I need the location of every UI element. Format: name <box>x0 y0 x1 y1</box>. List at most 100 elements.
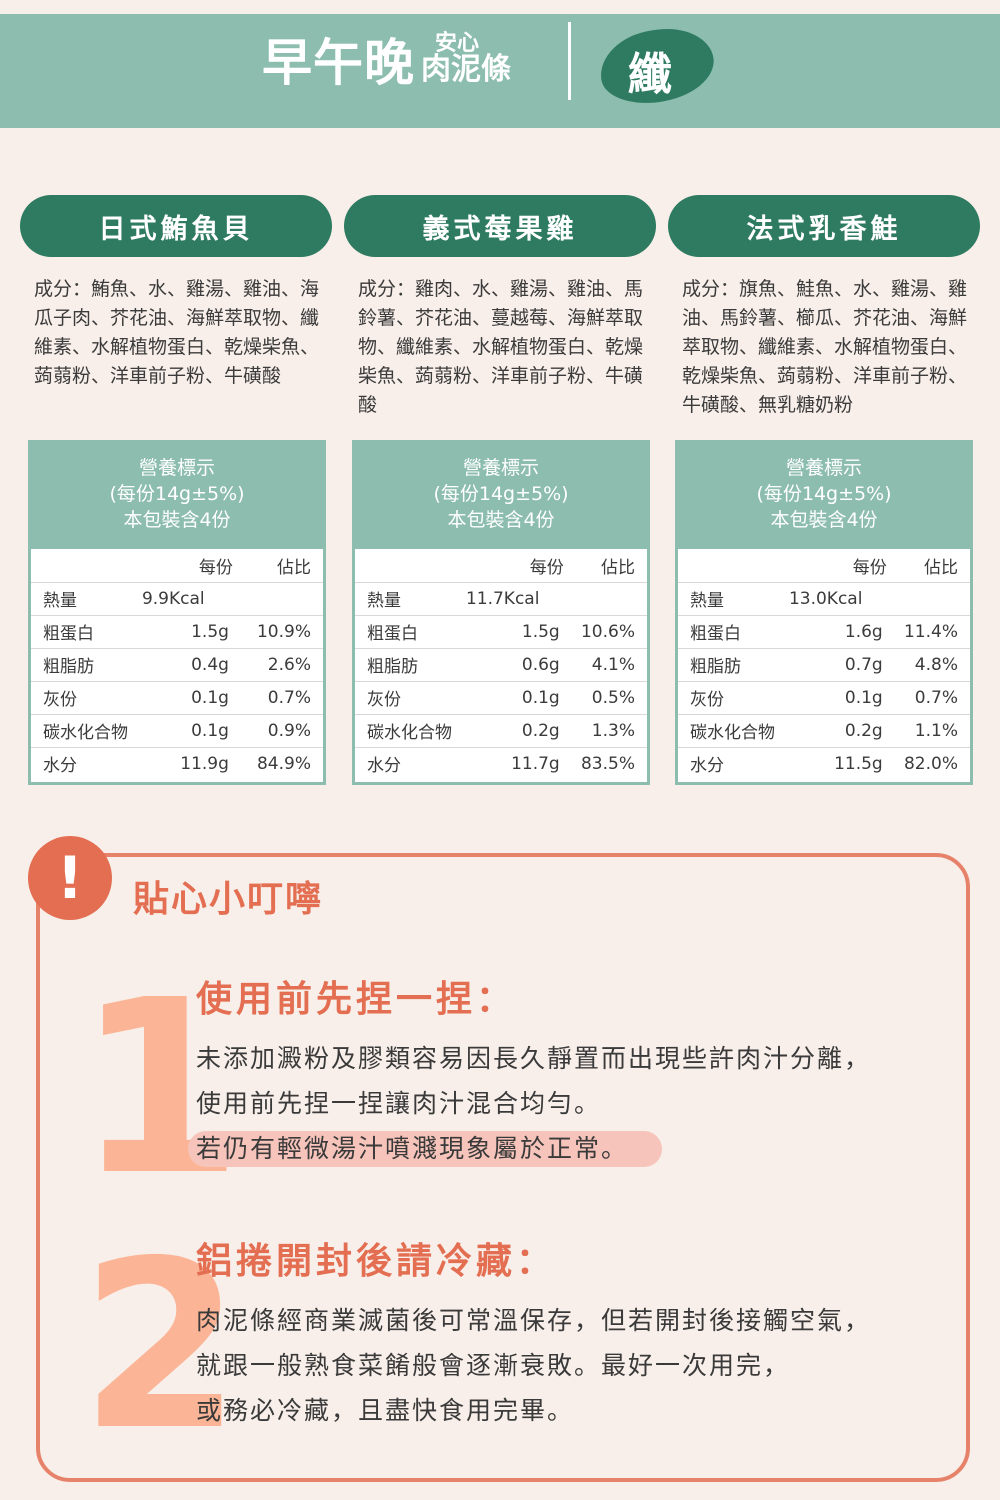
column-per-serving: 每份 <box>529 557 564 578</box>
flavor-column-1: 日式鮪魚貝 成分：鮪魚、水、雞湯、雞油、海瓜子肉、芥花油、海鮮萃取物、纖維素、水… <box>20 195 332 425</box>
nutrient-value: 1.5g <box>465 614 564 648</box>
tip-line: 肉泥條經商業滅菌後可常溫保存，但若開封後接觸空氣， <box>196 1306 872 1335</box>
column-per-serving: 每份 <box>198 557 233 578</box>
nutrition-table: 每份 佔比 熱量 13.0Kcal 粗蛋白 1.6g 11.4% 粗脂肪 0.7g 4.8% 灰份 0… <box>678 549 970 780</box>
nutrition-count: 本包裝含4份 <box>123 509 231 531</box>
column-per-serving: 每份 <box>852 557 887 578</box>
nutrient-value: 1.5g <box>141 614 233 648</box>
nutrient-label: 粗脂肪 <box>355 647 466 681</box>
nutrient-label: 熱量 <box>31 581 142 615</box>
nutrient-label: 水分 <box>355 746 466 780</box>
nutrient-value: 11.7Kcal <box>465 581 564 615</box>
tip-body-1: 未添加澱粉及膠類容易因長久靜置而出現些許肉汁分離， 使用前先捏一捏讓肉汁混合均勻… <box>188 1036 872 1171</box>
nutrient-label: 碳水化合物 <box>678 713 789 747</box>
nutrition-serving: (每份14g±5%) <box>109 483 245 505</box>
nutrition-title: 營養標示 <box>138 457 215 479</box>
nutrition-panel-1: 營養標示 (每份14g±5%) 本包裝含4份每份 佔比熱量 9.9Kcal 粗蛋白 1.5g… <box>28 440 326 785</box>
nutrient-percent: 83.5% <box>563 746 647 780</box>
nutrient-label: 粗蛋白 <box>31 614 142 648</box>
nutrition-header: 營養標示 (每份14g±5%) 本包裝含4份 <box>678 443 970 549</box>
brand-divider <box>568 22 571 100</box>
brand-sub-bottom: 肉泥條 <box>421 52 511 87</box>
nutrient-percent: 4.1% <box>563 647 647 681</box>
nutrition-header: 營養標示 (每份14g±5%) 本包裝含4份 <box>355 443 647 549</box>
nutrition-title: 營養標示 <box>462 457 539 479</box>
column-percent: 佔比 <box>277 557 311 578</box>
nutrient-percent: 0.7% <box>886 680 970 714</box>
nutrition-count: 本包裝含4份 <box>770 509 878 531</box>
table-row: 粗蛋白 1.6g 11.4% <box>678 614 970 648</box>
flavor-column-3: 法式乳香鮭 成分：旗魚、鮭魚、水、雞湯、雞油、馬鈴薯、櫛瓜、芥花油、海鮮萃取物、… <box>668 195 980 425</box>
nutrient-percent: 10.6% <box>563 614 647 648</box>
tips-box <box>36 853 970 1482</box>
nutrient-value: 11.9g <box>141 746 233 780</box>
nutrient-label: 灰份 <box>31 680 142 714</box>
tip-heading-2: 鋁捲開封後請冷藏： <box>196 1241 557 1282</box>
nutrient-percent: 84.9% <box>232 746 323 780</box>
header-banner <box>0 14 1000 128</box>
nutrient-value: 0.4g <box>141 647 233 681</box>
table-row: 粗脂肪 0.7g 4.8% <box>678 647 970 681</box>
table-row: 熱量 11.7Kcal <box>355 581 647 615</box>
nutrient-value: 0.1g <box>465 680 564 714</box>
nutrition-count: 本包裝含4份 <box>447 509 555 531</box>
nutrient-value: 0.2g <box>788 713 887 747</box>
tip-line: 或務必冷藏，且盡快食用完畢。 <box>196 1396 575 1425</box>
nutrient-label: 灰份 <box>678 680 789 714</box>
table-header-row: 每份 佔比 <box>355 549 647 582</box>
nutrient-value: 11.5g <box>788 746 887 780</box>
table-row: 灰份 0.1g 0.5% <box>355 680 647 714</box>
table-row: 熱量 9.9Kcal <box>31 581 323 615</box>
table-row: 粗蛋白 1.5g 10.6% <box>355 614 647 648</box>
nutrient-percent: 0.7% <box>232 680 323 714</box>
tip-heading-1: 使用前先捏一捏： <box>196 979 517 1020</box>
nutrient-label: 水分 <box>31 746 142 780</box>
tip-highlight: 若仍有輕微湯汁噴濺現象屬於正常。 <box>188 1131 663 1167</box>
flavor-name-pill: 日式鮪魚貝 <box>20 195 332 257</box>
table-row: 灰份 0.1g 0.7% <box>31 680 323 714</box>
tip-line: 使用前先捏一捏讓肉汁混合均勻。 <box>196 1089 602 1118</box>
nutrient-value: 0.2g <box>465 713 564 747</box>
table-row: 碳水化合物 0.2g 1.1% <box>678 713 970 747</box>
fiber-badge-text: 纖 <box>628 49 672 100</box>
nutrient-label: 粗脂肪 <box>678 647 789 681</box>
table-row: 水分 11.7g 83.5% <box>355 746 647 780</box>
table-row: 粗蛋白 1.5g 10.9% <box>31 614 323 648</box>
nutrient-label: 灰份 <box>355 680 466 714</box>
nutrient-label: 粗蛋白 <box>355 614 466 648</box>
nutrient-percent: 1.3% <box>563 713 647 747</box>
nutrient-label: 碳水化合物 <box>31 713 142 747</box>
nutrition-header: 營養標示 (每份14g±5%) 本包裝含4份 <box>31 443 323 549</box>
nutrient-percent: 11.4% <box>886 614 970 648</box>
nutrient-percent <box>886 581 970 615</box>
nutrient-label: 水分 <box>678 746 789 780</box>
nutrition-title: 營養標示 <box>785 457 862 479</box>
nutrient-percent: 2.6% <box>232 647 323 681</box>
table-row: 粗脂肪 0.4g 2.6% <box>31 647 323 681</box>
nutrition-table: 每份 佔比 熱量 9.9Kcal 粗蛋白 1.5g 10.9% 粗脂肪 0.4g 2.6% 灰份 0.… <box>31 549 323 780</box>
nutrient-value: 0.1g <box>141 713 233 747</box>
nutrient-percent: 10.9% <box>232 614 323 648</box>
nutrition-panel-3: 營養標示 (每份14g±5%) 本包裝含4份 每份 佔比 熱量 13.0Kcal 粗蛋白 1.6… <box>675 440 973 785</box>
nutrient-percent: 1.1% <box>886 713 970 747</box>
nutrition-panel-2: 營養標示 (每份14g±5%) 本包裝含4份每份 佔比熱量 11.7Kcal 粗蛋白 1.5… <box>352 440 650 785</box>
nutrient-percent <box>232 581 323 615</box>
nutrient-percent <box>563 581 647 615</box>
nutrient-label: 熱量 <box>355 581 466 615</box>
table-row: 灰份 0.1g 0.7% <box>678 680 970 714</box>
ingredients-text: 成分：鮪魚、水、雞湯、雞油、海瓜子肉、芥花油、海鮮萃取物、纖維素、水解植物蛋白、… <box>34 278 320 387</box>
column-percent: 佔比 <box>601 557 635 578</box>
nutrient-value: 0.7g <box>788 647 887 681</box>
nutrient-value: 11.7g <box>465 746 564 780</box>
nutrient-percent: 0.5% <box>563 680 647 714</box>
column-percent: 佔比 <box>924 557 958 578</box>
table-row: 碳水化合物 0.1g 0.9% <box>31 713 323 747</box>
nutrient-label: 碳水化合物 <box>355 713 466 747</box>
brand-sub: 安心 肉泥條 <box>421 33 511 85</box>
nutrient-value: 0.6g <box>465 647 564 681</box>
flavor-name-pill: 法式乳香鮭 <box>668 195 980 257</box>
ingredients-text: 成分：旗魚、鮭魚、水、雞湯、雞油、馬鈴薯、櫛瓜、芥花油、海鮮萃取物、纖維素、水解… <box>682 278 968 416</box>
nutrition-serving: (每份14g±5%) <box>433 483 569 505</box>
nutrition-table: 每份 佔比 熱量 11.7Kcal 粗蛋白 1.5g 10.6% 粗脂肪 0.6g 4.1% 灰份 0… <box>355 549 647 780</box>
tip-line: 未添加澱粉及膠類容易因長久靜置而出現些許肉汁分離， <box>196 1044 872 1073</box>
